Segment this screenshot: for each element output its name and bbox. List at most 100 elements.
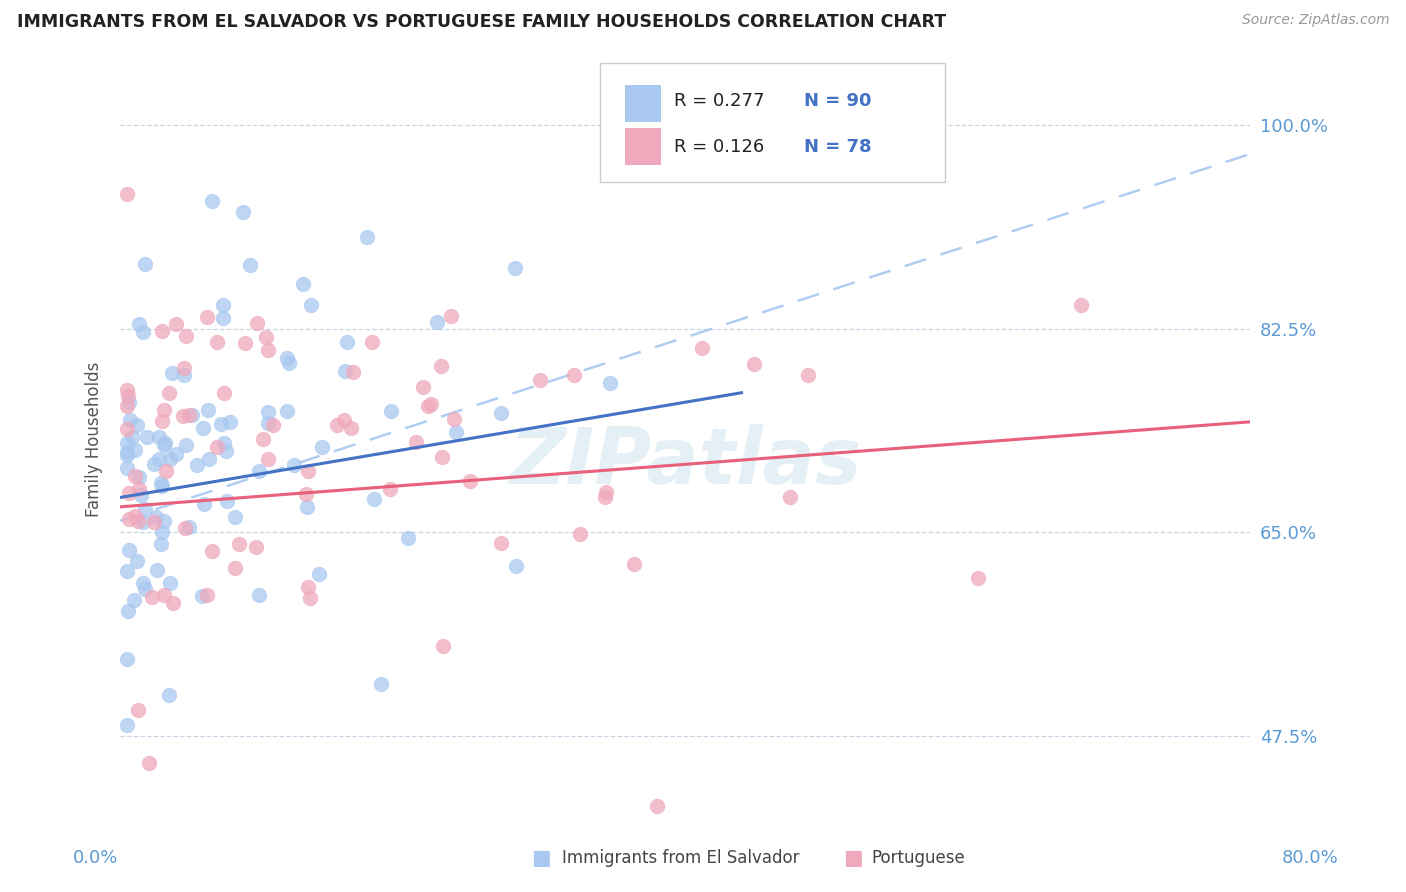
Point <box>247 588 270 602</box>
Point <box>340 421 363 435</box>
Point <box>157 689 180 703</box>
Point <box>209 417 232 431</box>
Point <box>245 541 267 555</box>
Point <box>115 460 138 475</box>
Point <box>458 474 481 488</box>
Point <box>193 497 215 511</box>
Point <box>233 336 256 351</box>
Point <box>129 488 152 502</box>
Point <box>326 418 349 433</box>
Point <box>181 408 204 422</box>
Text: N = 90: N = 90 <box>804 92 872 111</box>
Point <box>292 277 315 291</box>
Point <box>426 315 449 329</box>
Point <box>333 413 356 427</box>
Point <box>356 230 378 244</box>
Point <box>122 593 145 607</box>
Point <box>432 639 454 653</box>
Point <box>153 514 176 528</box>
Point <box>132 515 155 529</box>
Point <box>420 397 443 411</box>
Point <box>176 329 198 343</box>
Point <box>299 591 322 606</box>
Point <box>295 487 318 501</box>
Point <box>212 311 235 326</box>
Point <box>197 403 219 417</box>
Point <box>155 435 177 450</box>
Point <box>190 590 212 604</box>
Point <box>562 368 585 382</box>
Point <box>145 509 167 524</box>
Point <box>132 576 155 591</box>
Point <box>246 316 269 330</box>
Point <box>256 452 278 467</box>
Point <box>148 430 170 444</box>
Point <box>201 194 224 208</box>
Point <box>505 558 527 573</box>
FancyBboxPatch shape <box>600 62 945 182</box>
Point <box>205 440 228 454</box>
Point <box>155 465 177 479</box>
Point <box>207 334 229 349</box>
Point <box>966 571 988 585</box>
Text: IMMIGRANTS FROM EL SALVADOR VS PORTUGUESE FAMILY HOUSEHOLDS CORRELATION CHART: IMMIGRANTS FROM EL SALVADOR VS PORTUGUES… <box>17 13 946 31</box>
Point <box>797 368 820 382</box>
Point <box>118 394 141 409</box>
Text: Portuguese: Portuguese <box>872 849 966 867</box>
Point <box>117 389 139 403</box>
Point <box>117 604 139 618</box>
Point <box>141 590 163 604</box>
Point <box>297 580 319 594</box>
Point <box>148 451 170 466</box>
Point <box>150 524 173 539</box>
Point <box>121 430 143 444</box>
Point <box>276 403 298 417</box>
Point <box>444 425 467 439</box>
Text: N = 78: N = 78 <box>804 138 872 156</box>
Text: ■: ■ <box>531 848 551 868</box>
Point <box>128 482 150 496</box>
Point <box>115 448 138 462</box>
Point <box>380 404 402 418</box>
Point <box>224 509 246 524</box>
Point <box>440 309 463 323</box>
Text: Immigrants from El Salvador: Immigrants from El Salvador <box>562 849 800 867</box>
Point <box>117 436 139 450</box>
Point <box>247 464 270 478</box>
Point <box>124 509 146 524</box>
Point <box>219 415 242 429</box>
Point <box>173 368 195 382</box>
Point <box>378 482 401 496</box>
Text: 80.0%: 80.0% <box>1282 849 1339 867</box>
Point <box>299 298 322 312</box>
Point <box>363 492 385 507</box>
Point <box>412 380 434 394</box>
Point <box>491 536 513 550</box>
Point <box>224 560 246 574</box>
Point <box>157 385 180 400</box>
Point <box>173 521 195 535</box>
Point <box>503 261 526 276</box>
Point <box>124 442 146 457</box>
Point <box>228 537 250 551</box>
Point <box>283 458 305 472</box>
Point <box>142 457 165 471</box>
Point <box>529 373 551 387</box>
Point <box>159 575 181 590</box>
Point <box>645 799 668 814</box>
Point <box>212 436 235 450</box>
Point <box>333 364 356 378</box>
Point <box>136 430 159 444</box>
Point <box>127 554 149 568</box>
Text: R = 0.126: R = 0.126 <box>673 138 763 156</box>
Point <box>276 351 298 365</box>
Point <box>569 526 592 541</box>
Point <box>173 361 195 376</box>
Point <box>256 416 278 430</box>
Point <box>138 756 160 771</box>
Text: R = 0.277: R = 0.277 <box>673 92 765 111</box>
Point <box>418 399 440 413</box>
Point <box>127 515 149 529</box>
Point <box>295 500 318 514</box>
Point <box>191 421 214 435</box>
